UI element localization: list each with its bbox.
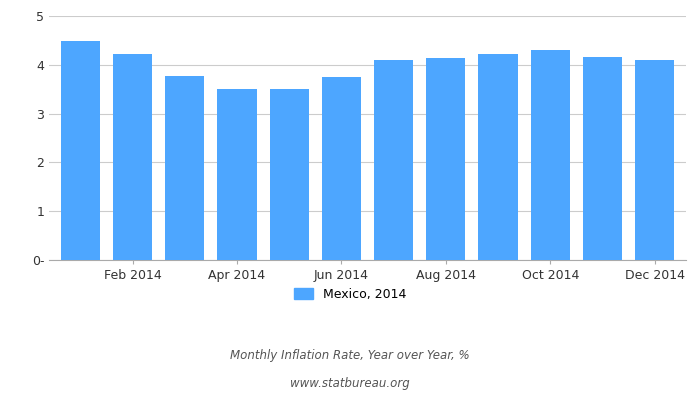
Bar [113, 54, 152, 260]
Bar [165, 76, 204, 260]
Text: www.statbureau.org: www.statbureau.org [290, 378, 410, 390]
Bar [583, 56, 622, 260]
Bar [635, 60, 674, 260]
Bar [61, 41, 100, 260]
Bar [426, 58, 466, 260]
Bar [374, 60, 413, 260]
Bar [218, 89, 256, 260]
Bar [270, 89, 309, 260]
Bar [479, 54, 517, 260]
Bar [531, 50, 570, 260]
Legend: Mexico, 2014: Mexico, 2014 [289, 283, 411, 306]
Bar [322, 77, 361, 260]
Text: Monthly Inflation Rate, Year over Year, %: Monthly Inflation Rate, Year over Year, … [230, 350, 470, 362]
